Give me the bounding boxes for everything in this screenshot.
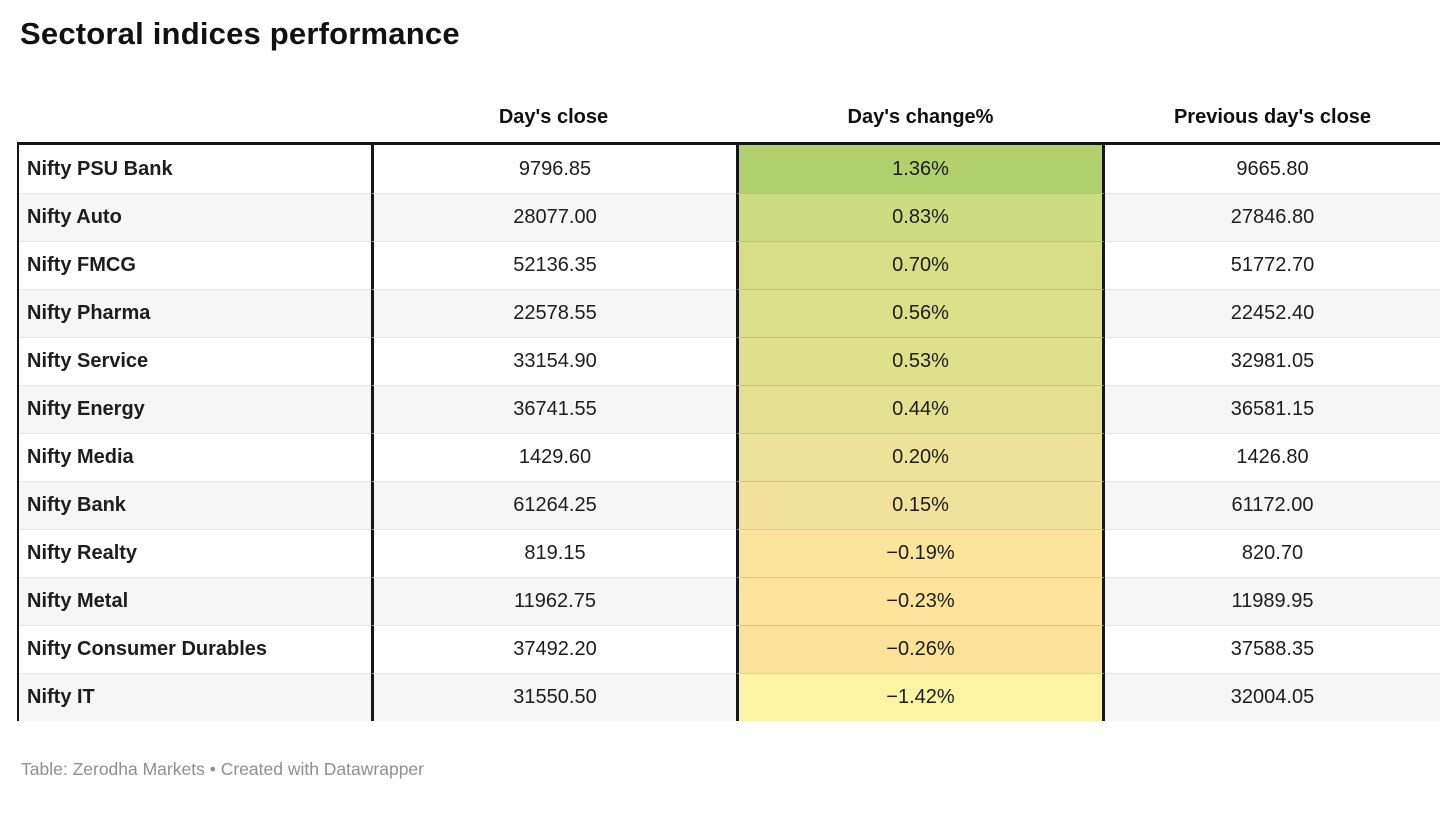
days-close-cell: 28077.00: [371, 193, 736, 241]
days-change-cell: 0.83%: [736, 193, 1105, 241]
previous-close-cell: 36581.15: [1105, 385, 1440, 433]
row-label-cell: Nifty IT: [19, 673, 371, 721]
row-label-cell: Nifty Bank: [19, 481, 371, 529]
header-days-change: Day's change%: [847, 106, 994, 128]
footer-separator: •: [204, 759, 221, 779]
previous-close-cell: 1426.80: [1105, 433, 1440, 481]
days-change-cell: 0.53%: [736, 337, 1105, 385]
row-label-cell: Nifty Realty: [19, 529, 371, 577]
table-header-row: Day's close Day's change% Previous day's…: [17, 106, 1440, 142]
table-row: Nifty Bank 61264.25 0.15% 61172.00: [19, 481, 1440, 529]
previous-close-cell: 27846.80: [1105, 193, 1440, 241]
days-change-cell: −0.23%: [736, 577, 1105, 625]
days-change-cell: 1.36%: [736, 145, 1105, 193]
previous-close-cell: 22452.40: [1105, 289, 1440, 337]
row-label-cell: Nifty Media: [19, 433, 371, 481]
table-row: Nifty Metal 11962.75 −0.23% 11989.95: [19, 577, 1440, 625]
table-row: Nifty Realty 819.15 −0.19% 820.70: [19, 529, 1440, 577]
days-close-cell: 61264.25: [371, 481, 736, 529]
table-row: Nifty Service 33154.90 0.53% 32981.05: [19, 337, 1440, 385]
page-title: Sectoral indices performance: [20, 16, 460, 51]
days-close-cell: 11962.75: [371, 577, 736, 625]
header-days-close: Day's close: [498, 106, 609, 128]
previous-close-cell: 37588.35: [1105, 625, 1440, 673]
days-change-cell: 0.15%: [736, 481, 1105, 529]
previous-close-cell: 32981.05: [1105, 337, 1440, 385]
row-label-cell: Nifty Pharma: [19, 289, 371, 337]
days-change-cell: −0.19%: [736, 529, 1105, 577]
table-row: Nifty IT 31550.50 −1.42% 32004.05: [19, 673, 1440, 721]
days-change-cell: 0.56%: [736, 289, 1105, 337]
row-label-cell: Nifty Service: [19, 337, 371, 385]
table-row: Nifty Auto 28077.00 0.83% 27846.80: [19, 193, 1440, 241]
source-prefix: Table:: [21, 759, 73, 779]
previous-close-cell: 9665.80: [1105, 145, 1440, 193]
days-change-cell: −1.42%: [736, 673, 1105, 721]
header-row-label: [17, 106, 371, 129]
days-close-cell: 37492.20: [371, 625, 736, 673]
table-row: Nifty FMCG 52136.35 0.70% 51772.70: [19, 241, 1440, 289]
row-label-cell: Nifty Auto: [19, 193, 371, 241]
days-close-cell: 22578.55: [371, 289, 736, 337]
previous-close-cell: 32004.05: [1105, 673, 1440, 721]
days-change-cell: 0.44%: [736, 385, 1105, 433]
row-label-cell: Nifty Metal: [19, 577, 371, 625]
row-label-cell: Nifty PSU Bank: [19, 145, 371, 193]
table-row: Nifty Pharma 22578.55 0.56% 22452.40: [19, 289, 1440, 337]
table-row: Nifty PSU Bank 9796.85 1.36% 9665.80: [19, 145, 1440, 193]
row-label-cell: Nifty FMCG: [19, 241, 371, 289]
days-change-cell: 0.20%: [736, 433, 1105, 481]
days-change-cell: −0.26%: [736, 625, 1105, 673]
row-label-cell: Nifty Energy: [19, 385, 371, 433]
days-close-cell: 52136.35: [371, 241, 736, 289]
row-label-cell: Nifty Consumer Durables: [19, 625, 371, 673]
sectoral-indices-table: Day's close Day's change% Previous day's…: [17, 106, 1440, 721]
days-close-cell: 31550.50: [371, 673, 736, 721]
days-close-cell: 1429.60: [371, 433, 736, 481]
table-footer: Table: Zerodha Markets • Created with Da…: [21, 759, 1456, 780]
previous-close-cell: 11989.95: [1105, 577, 1440, 625]
days-close-cell: 9796.85: [371, 145, 736, 193]
datawrapper-attribution-link[interactable]: Created with Datawrapper: [220, 759, 424, 779]
table-row: Nifty Consumer Durables 37492.20 −0.26% 375…: [19, 625, 1440, 673]
table-body: Nifty PSU Bank 9796.85 1.36% 9665.80 Nifty A…: [17, 142, 1440, 721]
previous-close-cell: 61172.00: [1105, 481, 1440, 529]
table-row: Nifty Energy 36741.55 0.44% 36581.15: [19, 385, 1440, 433]
header-previous-close: Previous day's close: [1173, 106, 1372, 128]
days-close-cell: 819.15: [371, 529, 736, 577]
table-row: Nifty Media 1429.60 0.20% 1426.80: [19, 433, 1440, 481]
days-close-cell: 36741.55: [371, 385, 736, 433]
days-change-cell: 0.70%: [736, 241, 1105, 289]
days-close-cell: 33154.90: [371, 337, 736, 385]
previous-close-cell: 51772.70: [1105, 241, 1440, 289]
previous-close-cell: 820.70: [1105, 529, 1440, 577]
source-link[interactable]: Zerodha Markets: [72, 759, 205, 779]
